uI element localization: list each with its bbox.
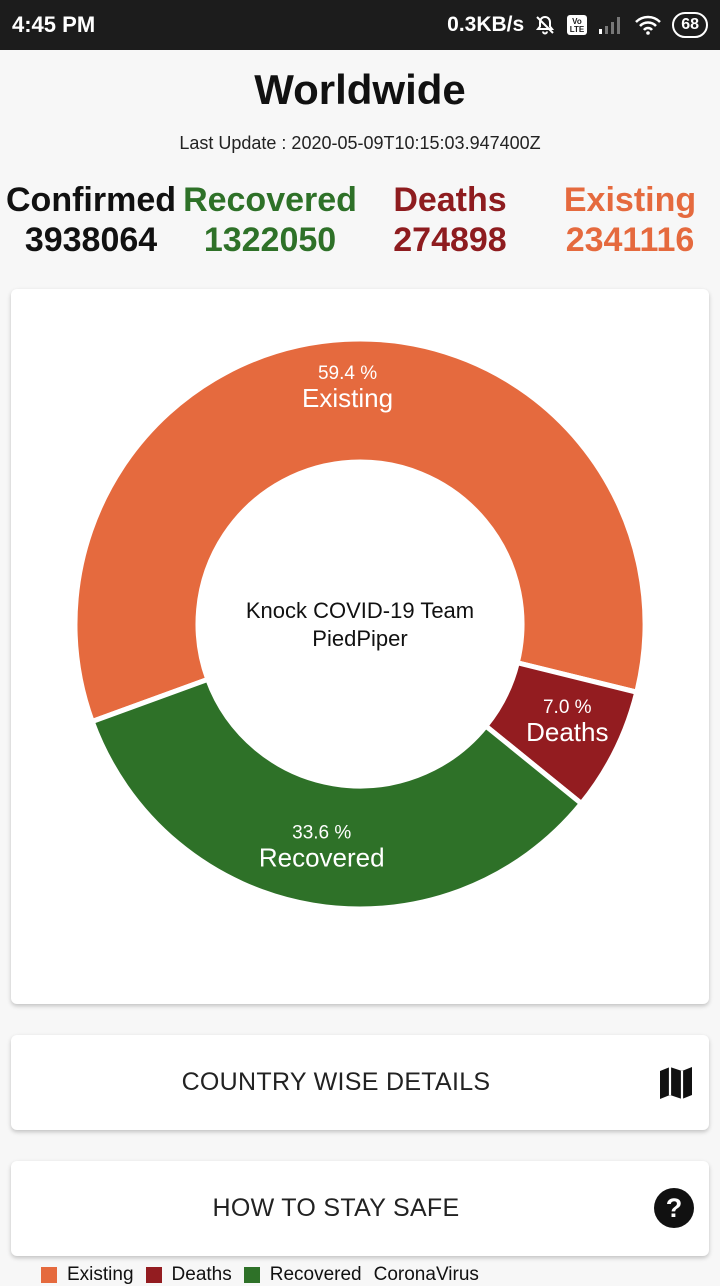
slice-percent-recovered: 33.6 %: [292, 822, 351, 843]
legend-item-existing: Existing: [41, 1264, 134, 1286]
legend-item-recovered: Recovered: [243, 1264, 362, 1286]
chart-legend: Existing Deaths Recovered CoronaVirus: [41, 1264, 479, 1286]
svg-text:Vo: Vo: [572, 17, 582, 26]
legend-swatch-recovered: [243, 1267, 260, 1283]
network-speed: 0.3KB/s: [447, 13, 525, 36]
stat-deaths-value: 274898: [393, 221, 507, 259]
stat-confirmed-label: Confirmed: [6, 181, 176, 219]
slice-label-existing: Existing: [302, 383, 393, 413]
donut-center-text-1: Knock COVID-19 Team: [246, 598, 474, 623]
svg-text:?: ?: [666, 1193, 683, 1223]
stat-existing: Existing 2341116: [552, 180, 708, 260]
page-title: Worldwide: [254, 66, 466, 113]
status-icons: 0.3KB/s Vo LTE 68: [447, 12, 708, 38]
donut-slice-existing[interactable]: [72, 336, 648, 725]
legend-label-existing: Existing: [67, 1264, 134, 1285]
donut-slice-recovered[interactable]: [88, 676, 585, 912]
donut-center-text-2: PiedPiper: [312, 626, 407, 651]
wifi-icon: [634, 14, 662, 36]
signal-icon: [598, 14, 624, 36]
mute-bell-icon: [534, 14, 556, 36]
slice-label-recovered: Recovered: [259, 842, 385, 872]
stat-recovered-value: 1322050: [203, 221, 337, 259]
status-time: 4:45 PM: [12, 12, 96, 37]
volte-icon: Vo LTE: [566, 14, 588, 36]
legend-description: CoronaVirus: [373, 1264, 479, 1285]
slice-percent-deaths: 7.0 %: [543, 697, 592, 718]
last-update: Last Update : 2020-05-09T10:15:03.947400…: [179, 133, 541, 153]
stat-recovered: Recovered 1322050: [183, 180, 357, 260]
stat-deaths: Deaths 274898: [372, 180, 528, 260]
how-to-stay-safe-label: HOW TO STAY SAFE: [212, 1194, 460, 1222]
battery-level: 68: [681, 16, 699, 33]
stat-confirmed-value: 3938064: [24, 221, 158, 259]
help-icon: ?: [653, 1187, 695, 1234]
status-bar: 4:45 PM 0.3KB/s Vo LTE 68: [0, 0, 720, 50]
country-wise-details-button[interactable]: COUNTRY WISE DETAILS: [11, 1035, 709, 1130]
stat-recovered-label: Recovered: [183, 181, 357, 219]
legend-swatch-existing: [41, 1267, 57, 1283]
slice-label-deaths: Deaths: [526, 717, 608, 747]
donut-inner-ring: [198, 462, 522, 786]
country-wise-details-label: COUNTRY WISE DETAILS: [181, 1068, 491, 1096]
chart-card: 59.4 % Existing 7.0 % Deaths 33.6 % Recovered…: [11, 289, 709, 1285]
legend-label-deaths: Deaths: [171, 1264, 232, 1285]
legend-item-deaths: Deaths: [145, 1264, 232, 1286]
svg-text:LTE: LTE: [570, 25, 585, 34]
donut-hole: [208, 472, 512, 776]
slice-percent-existing: 59.4 %: [318, 363, 377, 384]
stat-existing-value: 2341116: [565, 221, 695, 259]
legend-label-recovered: Recovered: [269, 1264, 362, 1285]
map-icon: [657, 1064, 695, 1107]
stat-deaths-label: Deaths: [393, 181, 507, 219]
how-to-stay-safe-button[interactable]: HOW TO STAY SAFE ?: [11, 1161, 709, 1256]
stat-confirmed: Confirmed 3938064: [6, 180, 176, 260]
battery-icon: 68: [672, 12, 708, 38]
stat-existing-label: Existing: [563, 181, 697, 219]
legend-swatch-deaths: [145, 1267, 162, 1283]
donut-chart[interactable]: 59.4 %Existing 7.0 %Deaths 33.6 %Recovered…: [11, 289, 709, 969]
